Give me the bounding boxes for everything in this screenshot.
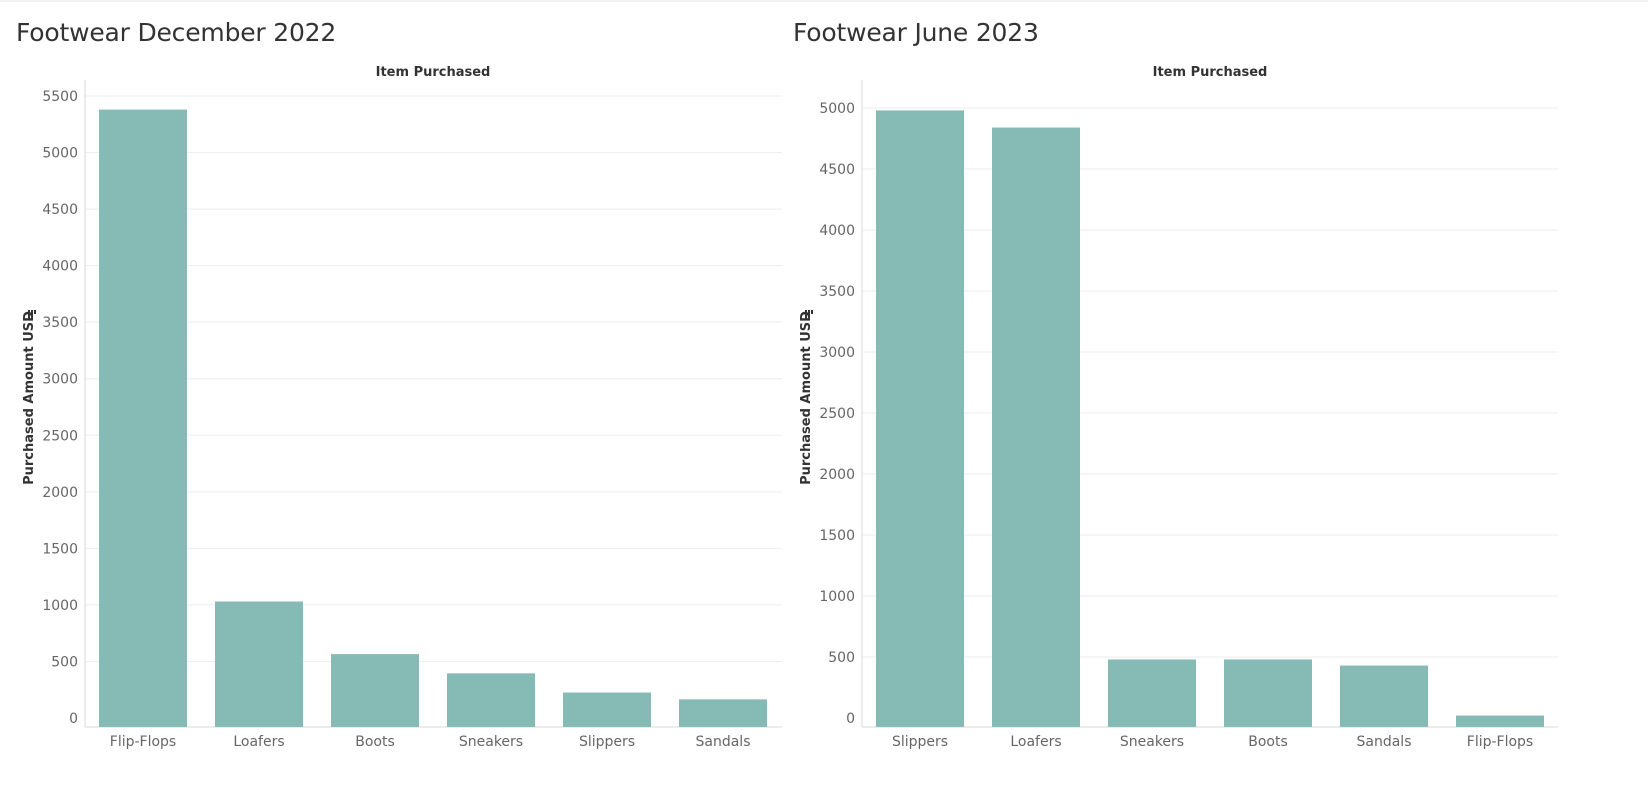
sort-icon-bar [34, 310, 36, 314]
bar-chart-june-2023: 0 500 1000 1500 2000 2500 3000 3500 4000 4500 5000… [799, 65, 1558, 750]
bar-loafers [992, 127, 1080, 727]
y-tick-label: 5500 [42, 89, 78, 105]
x-category-label: Sandals [1357, 734, 1412, 750]
bar-sandals [679, 699, 767, 727]
y-tick-label: 2500 [819, 406, 855, 422]
chart-title: Footwear December 2022 [16, 18, 337, 47]
x-axis-title: Item Purchased [1153, 65, 1268, 80]
bar-slippers [563, 692, 651, 727]
sort-descending-icon[interactable] [805, 310, 813, 319]
sort-descending-icon[interactable] [28, 310, 36, 319]
x-category-label: Boots [355, 734, 395, 750]
x-category-label: Sneakers [459, 734, 523, 750]
x-category-label: Slippers [579, 734, 635, 750]
bar-flip-flops [1456, 715, 1544, 727]
top-border [0, 0, 1648, 2]
x-axis-title: Item Purchased [376, 65, 491, 80]
y-tick-label: 5000 [819, 101, 855, 117]
x-category-label: Flip-Flops [110, 734, 176, 750]
bar-flip-flops [99, 109, 187, 727]
x-category-label: Loafers [233, 734, 284, 750]
sort-icon-bar [31, 310, 33, 317]
y-tick-label: 1500 [819, 528, 855, 544]
bar-loafers [215, 601, 303, 727]
y-tick-label: 2500 [42, 428, 78, 444]
sort-icon-bar [811, 310, 813, 314]
bar-slippers [876, 110, 964, 727]
x-category-label: Slippers [892, 734, 948, 750]
sort-icon-bar [808, 310, 810, 317]
bar-chart-december-2022: 0 500 1000 1500 2000 2500 3000 3500 4000 4500 5000… [22, 65, 782, 750]
y-tick-label: 4000 [819, 223, 855, 239]
y-tick-label: 1000 [819, 589, 855, 605]
chart-panel-december-2022: Footwear December 2022 0 500 1000 1500 2000 2… [0, 0, 785, 799]
y-axis-title: Purchased Amount USD [22, 311, 37, 485]
sort-icon-bar [28, 310, 30, 319]
y-tick-label: 2000 [42, 485, 78, 501]
x-category-label: Boots [1248, 734, 1288, 750]
y-tick-label: 0 [69, 711, 78, 727]
y-tick-label: 500 [828, 650, 855, 666]
sort-icon-bar [805, 310, 807, 319]
x-category-label: Sandals [696, 734, 751, 750]
bar-boots [1224, 659, 1312, 727]
y-axis-title: Purchased Amount USD [799, 311, 814, 485]
y-tick-label: 5000 [42, 146, 78, 162]
y-tick-label: 4000 [42, 259, 78, 275]
chart-panel-june-2023: Footwear June 2023 0 500 1000 1500 2000 2500 3… [777, 0, 1648, 799]
x-category-label: Sneakers [1120, 734, 1184, 750]
y-tick-label: 4500 [42, 202, 78, 218]
bar-sneakers [447, 673, 535, 727]
y-tick-label: 2000 [819, 467, 855, 483]
y-tick-label: 1500 [42, 541, 78, 557]
bar-sandals [1340, 665, 1428, 727]
x-category-label: Loafers [1010, 734, 1061, 750]
y-tick-label: 0 [846, 711, 855, 727]
y-tick-label: 3000 [42, 372, 78, 388]
chart-title: Footwear June 2023 [793, 18, 1039, 47]
bar-boots [331, 654, 419, 727]
x-category-label: Flip-Flops [1467, 734, 1533, 750]
y-tick-label: 3500 [819, 284, 855, 300]
y-tick-label: 500 [51, 654, 78, 670]
y-tick-label: 4500 [819, 162, 855, 178]
y-tick-label: 1000 [42, 598, 78, 614]
y-tick-label: 3000 [819, 345, 855, 361]
y-tick-label: 3500 [42, 315, 78, 331]
bar-sneakers [1108, 659, 1196, 727]
